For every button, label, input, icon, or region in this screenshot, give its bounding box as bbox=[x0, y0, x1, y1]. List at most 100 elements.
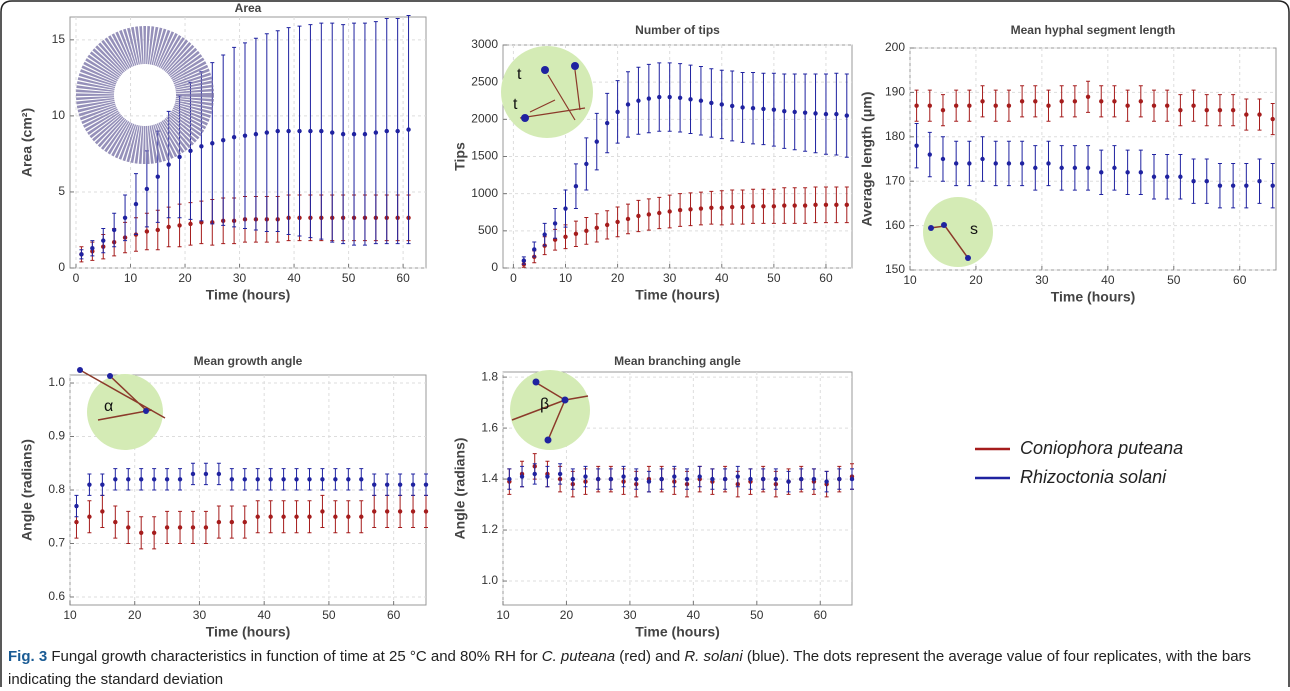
data-point bbox=[122, 215, 128, 220]
data-point bbox=[813, 202, 818, 208]
data-point bbox=[79, 252, 84, 257]
data-point bbox=[583, 474, 588, 479]
inset-growth: α bbox=[77, 367, 166, 450]
data-point bbox=[410, 509, 416, 514]
x-tick-label: 50 bbox=[767, 271, 781, 285]
data-point bbox=[359, 477, 364, 482]
inset-segment: s bbox=[923, 197, 993, 267]
data-point bbox=[1019, 161, 1025, 166]
data-point bbox=[177, 154, 182, 160]
x-tick-label: 60 bbox=[1233, 273, 1247, 287]
data-point bbox=[1059, 165, 1064, 171]
legend-label: Rhizoctonia solani bbox=[1020, 467, 1167, 487]
data-point bbox=[220, 138, 226, 143]
y-tick-label: 1.2 bbox=[481, 522, 498, 536]
x-tick-label: 60 bbox=[396, 271, 410, 285]
data-point bbox=[748, 476, 753, 482]
data-point bbox=[698, 98, 704, 103]
data-point bbox=[980, 99, 985, 104]
y-tick-label: 0 bbox=[58, 260, 65, 274]
caption-text: R. solani bbox=[684, 648, 743, 665]
data-point bbox=[1112, 165, 1117, 171]
data-point bbox=[709, 205, 714, 210]
data-point bbox=[980, 156, 985, 162]
data-point bbox=[423, 509, 429, 514]
data-point bbox=[1085, 94, 1091, 100]
inset-tips: t t bbox=[501, 46, 593, 138]
data-point bbox=[953, 103, 959, 108]
data-point bbox=[927, 152, 932, 157]
data-point bbox=[362, 131, 368, 137]
data-point bbox=[1230, 183, 1236, 188]
data-point bbox=[1046, 161, 1051, 166]
data-point bbox=[646, 96, 652, 101]
x-tick-label: 30 bbox=[193, 608, 207, 622]
data-point bbox=[1178, 107, 1183, 113]
data-point bbox=[782, 203, 787, 208]
data-point bbox=[677, 95, 683, 100]
data-point bbox=[151, 530, 157, 535]
y-tick-label: 3000 bbox=[471, 37, 498, 51]
data-point bbox=[281, 514, 286, 519]
data-point bbox=[1270, 183, 1275, 188]
data-point bbox=[1191, 103, 1196, 108]
data-point bbox=[397, 482, 403, 487]
x-tick-label: 40 bbox=[258, 608, 272, 622]
data-point bbox=[750, 105, 756, 111]
data-point bbox=[190, 525, 196, 530]
data-point bbox=[1257, 112, 1262, 117]
chart-title: Mean hyphal segment length bbox=[1011, 23, 1176, 37]
data-point bbox=[557, 471, 563, 477]
data-point bbox=[844, 202, 849, 208]
x-tick-label: 30 bbox=[233, 271, 247, 285]
data-point bbox=[373, 130, 379, 135]
data-point bbox=[423, 482, 429, 487]
data-point bbox=[395, 128, 400, 134]
x-tick-label: 40 bbox=[1101, 273, 1115, 287]
annotation: β bbox=[540, 396, 549, 413]
data-point bbox=[573, 231, 579, 237]
data-point bbox=[1072, 99, 1078, 104]
data-point bbox=[308, 128, 313, 134]
y-tick-label: 0.8 bbox=[48, 482, 65, 496]
data-point bbox=[281, 477, 286, 482]
x-tick-label: 0 bbox=[510, 271, 517, 285]
data-point bbox=[659, 476, 664, 482]
data-point bbox=[268, 477, 273, 482]
data-point bbox=[242, 477, 247, 482]
y-tick-label: 1000 bbox=[471, 186, 498, 200]
data-point bbox=[1151, 103, 1157, 108]
data-point bbox=[384, 509, 390, 514]
data-point bbox=[684, 476, 690, 482]
x-tick-label: 10 bbox=[63, 608, 77, 622]
data-point bbox=[750, 204, 756, 209]
data-point bbox=[1151, 174, 1157, 179]
data-point bbox=[1217, 107, 1223, 113]
data-point bbox=[177, 477, 183, 482]
data-point bbox=[320, 509, 325, 514]
x-tick-label: 10 bbox=[124, 271, 138, 285]
data-point bbox=[625, 102, 631, 107]
data-point bbox=[1138, 99, 1144, 104]
y-tick-label: 1.8 bbox=[481, 369, 498, 383]
data-point bbox=[799, 476, 804, 482]
data-point bbox=[144, 186, 150, 192]
x-tick-label: 20 bbox=[128, 608, 142, 622]
annotation: α bbox=[104, 398, 113, 415]
data-point bbox=[155, 227, 160, 233]
x-tick-label: 20 bbox=[969, 273, 983, 287]
data-point bbox=[953, 161, 959, 166]
data-point bbox=[155, 174, 160, 179]
data-point bbox=[286, 128, 291, 134]
x-tick-label: 20 bbox=[560, 608, 574, 622]
data-point bbox=[773, 476, 779, 482]
data-point bbox=[126, 525, 131, 530]
data-point bbox=[346, 477, 351, 482]
data-point bbox=[333, 477, 338, 482]
data-point bbox=[967, 103, 972, 108]
data-point bbox=[216, 471, 222, 477]
data-point bbox=[359, 514, 364, 519]
data-point bbox=[1217, 183, 1223, 188]
